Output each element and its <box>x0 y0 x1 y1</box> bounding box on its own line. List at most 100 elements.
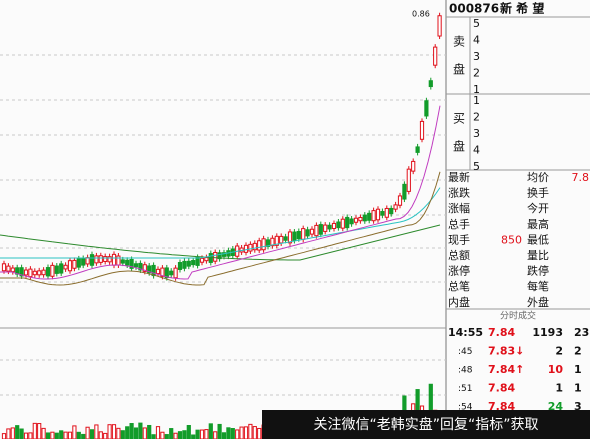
volume-bar <box>208 423 213 439</box>
candle <box>358 216 363 222</box>
candle <box>402 183 407 200</box>
candle <box>292 231 297 241</box>
volume-bar <box>103 432 108 439</box>
candle <box>283 236 288 241</box>
volume-bar <box>111 424 117 439</box>
volume-bar <box>10 427 15 439</box>
quote-label: 总笔 <box>448 279 470 293</box>
candle <box>98 255 103 263</box>
volume-bar <box>226 427 231 439</box>
candle <box>296 231 301 240</box>
volume-bar <box>138 422 143 439</box>
candle <box>63 264 68 270</box>
volume-bar <box>23 432 29 439</box>
volume-bar <box>160 431 165 439</box>
candle <box>301 228 306 240</box>
volume-bar <box>151 434 156 439</box>
trade-volume: 1 <box>555 382 563 395</box>
volume-bar <box>89 429 95 439</box>
volume-bar <box>164 434 169 439</box>
candle <box>252 242 257 251</box>
volume-bar <box>15 425 20 439</box>
volume-bar <box>41 427 46 439</box>
volume-bar <box>37 423 42 439</box>
candle <box>103 256 108 262</box>
volume-bar <box>235 429 240 439</box>
candle <box>393 204 398 210</box>
candle <box>265 239 271 247</box>
trade-volume: 24 <box>548 400 564 413</box>
book-level: 2 <box>473 111 480 124</box>
volume-bar <box>221 432 227 439</box>
volume-bar <box>182 430 187 439</box>
candle <box>45 267 51 277</box>
candle <box>305 229 310 237</box>
trade-count: 1 <box>574 382 582 395</box>
trade-price: 7.84 <box>488 382 515 395</box>
candle <box>37 270 42 276</box>
book-level: 3 <box>473 127 480 140</box>
book-level: 1 <box>473 94 480 107</box>
volume-bar <box>1 433 7 439</box>
quote-value: 7.8 <box>572 171 590 184</box>
volume-bar <box>54 432 59 439</box>
candle <box>164 267 169 279</box>
volume-bar <box>19 428 24 439</box>
candle <box>142 264 147 272</box>
candle <box>419 120 425 140</box>
volume-bar <box>243 426 249 439</box>
volume-bar <box>195 429 200 439</box>
banner-bg <box>262 410 590 439</box>
candle <box>380 211 385 216</box>
volume-bar <box>252 426 257 439</box>
candle <box>309 228 315 235</box>
moving-average <box>0 171 441 286</box>
candle <box>129 258 134 269</box>
candle <box>85 257 90 265</box>
book-level: 2 <box>473 67 480 80</box>
candle <box>375 208 381 221</box>
volume-bar <box>186 425 191 439</box>
candle <box>428 80 433 88</box>
candle <box>151 264 156 277</box>
volume-bar <box>147 424 152 439</box>
volume-bar <box>173 432 178 439</box>
volume-bar <box>63 431 68 439</box>
volume-bar <box>248 423 253 439</box>
candle <box>116 255 121 266</box>
quote-label: 量比 <box>527 249 549 262</box>
trade-time: :51 <box>458 384 472 394</box>
quote-label: 今开 <box>527 201 549 215</box>
candle <box>6 265 11 272</box>
candle <box>50 264 55 277</box>
quote-label: 涨幅 <box>448 202 470 215</box>
book-side-label: 盘 <box>453 139 465 154</box>
candle <box>327 224 332 230</box>
candle <box>28 268 33 278</box>
moving-average <box>0 105 441 280</box>
volume-bar <box>85 426 90 439</box>
book-level: 4 <box>473 34 480 47</box>
candle <box>1 263 7 272</box>
trades-title: 分时成交 <box>500 310 536 322</box>
candle <box>362 214 367 222</box>
quote-label: 均价 <box>527 171 549 184</box>
volume-bar <box>59 430 64 439</box>
candle <box>54 265 59 274</box>
candle <box>411 160 416 172</box>
quote-label: 涨停 <box>448 264 470 278</box>
candle <box>120 259 125 264</box>
trade-time: :54 <box>458 403 473 413</box>
volume-bar <box>72 425 77 439</box>
volume-bar <box>81 433 86 439</box>
volume-bar <box>50 431 55 439</box>
candle <box>204 257 209 262</box>
candle <box>437 15 442 37</box>
candle <box>133 263 139 268</box>
book-level: 1 <box>473 83 480 96</box>
candle <box>173 267 178 279</box>
volume-bar <box>116 427 121 439</box>
candle <box>221 252 227 257</box>
quote-label: 涨跌 <box>448 186 470 200</box>
